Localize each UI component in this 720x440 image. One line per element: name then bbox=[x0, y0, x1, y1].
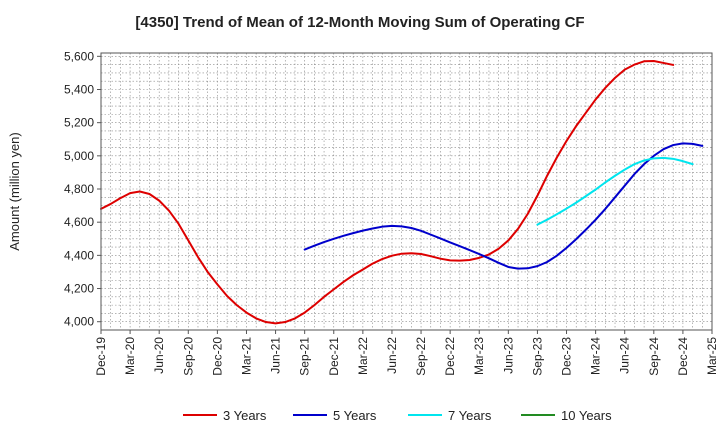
x-tick-label: Mar-23 bbox=[472, 337, 486, 375]
y-tick-label: 4,600 bbox=[64, 215, 94, 229]
x-tick-label: Dec-23 bbox=[560, 337, 574, 376]
series-line-7-years bbox=[536, 156, 694, 226]
x-tick-label: Jun-20 bbox=[152, 337, 166, 374]
x-tick-label: Mar-20 bbox=[123, 337, 137, 375]
x-tick-label: Dec-24 bbox=[676, 337, 690, 376]
y-tick-label: 4,200 bbox=[64, 282, 94, 296]
x-tick-label: Mar-25 bbox=[705, 337, 719, 375]
y-tick-label: 5,200 bbox=[64, 116, 94, 130]
x-tick-label: Jun-24 bbox=[618, 337, 632, 374]
x-tick-label: Dec-21 bbox=[327, 337, 341, 376]
y-tick-label: 5,000 bbox=[64, 149, 94, 163]
legend-label-7-years: 7 Years bbox=[448, 408, 492, 423]
x-tick-label: Dec-19 bbox=[94, 337, 108, 376]
x-axis-ticks: Dec-19 Mar-20 Jun-20 Sep-20 Dec-20 Mar-21 Jun-… bbox=[94, 330, 719, 376]
series-line-5-years bbox=[303, 142, 704, 270]
y-tick-label: 4,400 bbox=[64, 248, 94, 262]
x-tick-label: Jun-21 bbox=[269, 337, 283, 374]
x-tick-label: Mar-22 bbox=[356, 337, 370, 375]
legend: 3 Years 5 Years 7 Years 10 Years bbox=[183, 408, 612, 423]
x-tick-label: Sep-23 bbox=[530, 337, 544, 376]
x-tick-label: Sep-22 bbox=[414, 337, 428, 376]
y-tick-label: 4,000 bbox=[64, 315, 94, 329]
legend-label-5-years: 5 Years bbox=[333, 408, 377, 423]
plot-border bbox=[100, 52, 713, 331]
x-tick-label: Jun-22 bbox=[385, 337, 399, 374]
y-axis-ticks: 4,000 4,200 4,400 4,600 4,800 5,000 5,200 5,400… bbox=[64, 49, 101, 329]
x-tick-label: Sep-20 bbox=[181, 337, 195, 376]
y-tick-label: 5,400 bbox=[64, 82, 94, 96]
y-tick-label: 4,800 bbox=[64, 182, 94, 196]
x-tick-label: Dec-20 bbox=[210, 337, 224, 376]
x-tick-label: Jun-23 bbox=[501, 337, 515, 374]
x-tick-label: Dec-22 bbox=[443, 337, 457, 376]
plot-frame bbox=[100, 52, 713, 331]
y-tick-label: 5,600 bbox=[64, 49, 94, 63]
legend-label-3-years: 3 Years bbox=[223, 408, 267, 423]
legend-label-10-years: 10 Years bbox=[561, 408, 612, 423]
y-axis-title: Amount (million yen) bbox=[7, 132, 22, 251]
x-tick-label: Sep-21 bbox=[298, 337, 312, 376]
x-tick-label: Mar-21 bbox=[239, 337, 253, 375]
chart-title: [4350] Trend of Mean of 12-Month Moving … bbox=[135, 14, 585, 31]
x-tick-label: Mar-24 bbox=[589, 337, 603, 375]
series-line-3-years bbox=[100, 59, 675, 325]
x-tick-label: Sep-24 bbox=[647, 337, 661, 376]
series-lines bbox=[100, 59, 704, 325]
